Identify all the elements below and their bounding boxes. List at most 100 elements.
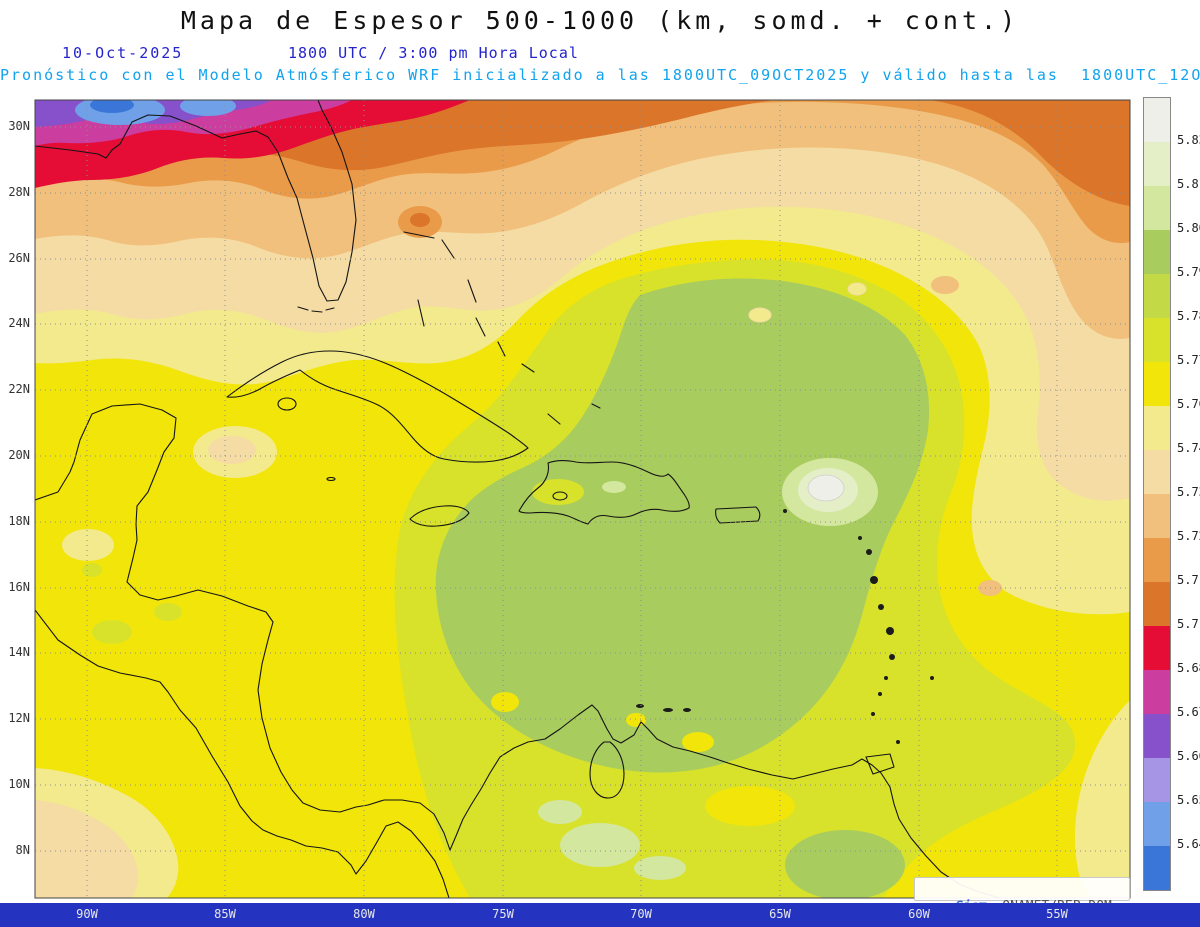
jamaica-coastline [409, 505, 470, 527]
legend-value: 5.736 [1177, 485, 1200, 499]
central-south-america-coastline [35, 403, 1001, 898]
lesser-antilles-islands [636, 509, 934, 744]
lat-label: 18N [8, 514, 30, 528]
lon-label: 65W [769, 907, 791, 921]
legend-value: 5.795 [1177, 265, 1200, 279]
yellow-patch-caracas [705, 786, 795, 826]
legend-band [1144, 582, 1170, 626]
legend-band [1144, 230, 1170, 274]
peach-spot [931, 276, 959, 294]
forecast-time: 1800 UTC / 3:00 pm Hora Local [288, 44, 579, 62]
pale-corner-southeast [1074, 700, 1130, 898]
lon-label: 60W [908, 907, 930, 921]
band-deep-blue-blob [90, 100, 134, 113]
legend-value: 5.819 [1177, 177, 1200, 191]
legend-band [1144, 802, 1170, 846]
legend-band [1144, 494, 1170, 538]
yellow-hole [626, 713, 646, 727]
pale-green-spot-hispaniola [602, 481, 626, 493]
isla-juventud-coastline [277, 397, 297, 411]
cream-ring [748, 307, 772, 323]
florida-keys-coastline [297, 306, 335, 313]
bahamas-coastline [403, 231, 601, 425]
gonave-island-coastline [552, 491, 568, 501]
color-scale-bands [1143, 97, 1171, 891]
gulf-coast-florida-coastline [35, 100, 357, 302]
legend-value: 5.664 [1177, 749, 1200, 763]
cream-ring [847, 282, 867, 296]
chartreuse-spot-west [154, 603, 182, 621]
lon-label: 70W [630, 907, 652, 921]
legend-band [1144, 318, 1170, 362]
lat-label: 10N [8, 777, 30, 791]
chartreuse-spot-west [82, 563, 102, 577]
coastlines [35, 100, 1001, 898]
legend-band [1144, 98, 1170, 142]
legend-value: 5.676 [1177, 705, 1200, 719]
legend-band [1144, 846, 1170, 890]
pale-green-spot-venezuela [538, 800, 582, 824]
legend-value: 5.831 [1177, 133, 1200, 147]
yellow-hole [491, 692, 519, 712]
legend-band [1144, 758, 1170, 802]
lat-label: 24N [8, 316, 30, 330]
pale-green-spot-venezuela [560, 823, 640, 867]
band-blue-blob [180, 100, 236, 116]
legend-band [1144, 714, 1170, 758]
legend-value: 5.76 [1177, 397, 1200, 411]
lat-label: 26N [8, 251, 30, 265]
pacific-coastline [35, 609, 450, 898]
lake-maracaibo-coastline [589, 741, 625, 799]
legend-value: 5.748 [1177, 441, 1200, 455]
longitude-axis: 90W 85W 80W 75W 70W 65W 60W 55W [0, 903, 1200, 927]
legend-value: 5.712 [1177, 573, 1200, 587]
white-maximum-core [807, 474, 845, 502]
puerto-rico-coastline [715, 506, 761, 524]
forecast-date: 10-Oct-2025 [62, 44, 184, 62]
lat-label: 28N [8, 185, 30, 199]
grid-lines [35, 100, 1130, 898]
legend-band [1144, 406, 1170, 450]
lat-label: 30N [8, 119, 30, 133]
legend-band [1144, 362, 1170, 406]
trinidad-coastline [865, 753, 895, 775]
beige-patch-core [208, 436, 256, 464]
longitude-axis-bar: 90W 85W 80W 75W 70W 65W 60W 55W [0, 903, 1200, 927]
yellow-hole [682, 732, 714, 752]
cream-corner-southwest-core [35, 800, 138, 898]
band-green-mass [435, 278, 930, 773]
latitude-axis: 30N 28N 26N 24N 22N 20N 18N 16N 14N 12N 10N 8N [0, 0, 34, 927]
legend-value: 5.64 [1177, 837, 1200, 851]
legend-band [1144, 538, 1170, 582]
legend-band [1144, 450, 1170, 494]
orange-pocket-core [410, 213, 430, 227]
legend-value: 5.7 [1177, 617, 1199, 631]
lat-label: 12N [8, 711, 30, 725]
legend-band [1144, 274, 1170, 318]
legend-band [1144, 670, 1170, 714]
cuba-coastline [226, 350, 529, 463]
page-title: Mapa de Espesor 500-1000 (km, somd. + co… [180, 6, 1020, 35]
forecast-model-line: Pronóstico con el Modelo Atmósferico WRF… [0, 66, 1200, 84]
legend-band [1144, 186, 1170, 230]
map-frame [34, 99, 1131, 899]
lat-label: 16N [8, 580, 30, 594]
lon-label: 85W [214, 907, 236, 921]
color-scale: 5.831 5.819 5.807 5.795 5.783 5.772 5.76 5.748 5… [1143, 97, 1200, 891]
color-scale-values: 5.831 5.819 5.807 5.795 5.783 5.772 5.76 5.748 5… [1177, 97, 1200, 891]
lat-label: 14N [8, 645, 30, 659]
legend-value: 5.688 [1177, 661, 1200, 675]
legend-value: 5.807 [1177, 221, 1200, 235]
watermark: Sisπ— ONAMET/REP.DOM. [914, 877, 1130, 914]
legend-band [1144, 142, 1170, 186]
legend-band [1144, 626, 1170, 670]
legend-value: 5.724 [1177, 529, 1200, 543]
lon-label: 90W [76, 907, 98, 921]
lat-label: 22N [8, 382, 30, 396]
lon-label: 55W [1046, 907, 1068, 921]
cayman-coastline [326, 476, 336, 482]
lat-label: 20N [8, 448, 30, 462]
green-patch-guyana [785, 830, 905, 898]
